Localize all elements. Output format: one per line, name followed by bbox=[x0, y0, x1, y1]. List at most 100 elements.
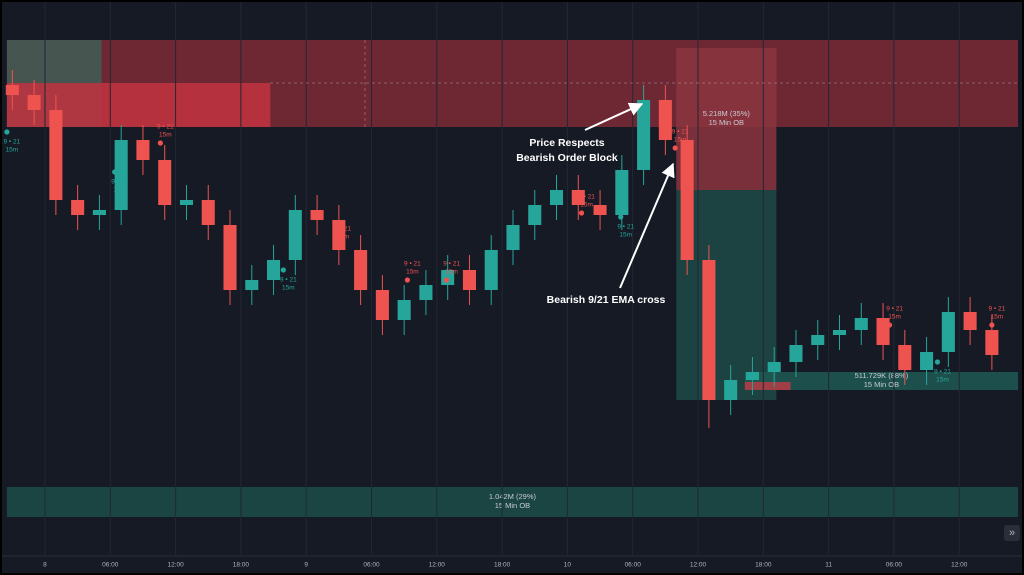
candle bbox=[223, 210, 237, 305]
candle bbox=[876, 303, 890, 360]
candle bbox=[898, 330, 912, 385]
candle bbox=[920, 337, 934, 385]
candle-body bbox=[745, 372, 759, 380]
signal-label: 9 • 21 bbox=[578, 194, 595, 201]
candle bbox=[593, 190, 607, 230]
candle-body bbox=[724, 380, 738, 400]
candle bbox=[680, 125, 694, 275]
x-tick-label: 18:00 bbox=[755, 562, 772, 569]
candle bbox=[963, 297, 977, 345]
signal-label: 9 • 21 bbox=[4, 139, 21, 146]
candle-body bbox=[158, 160, 172, 205]
candle-body bbox=[92, 210, 106, 215]
candle bbox=[114, 125, 128, 225]
candle bbox=[179, 185, 194, 220]
candle bbox=[267, 245, 281, 295]
candle-body bbox=[658, 100, 672, 140]
candle bbox=[354, 235, 368, 305]
candle bbox=[789, 330, 803, 377]
signal-dot bbox=[618, 214, 624, 220]
signal-timeframe: 15m bbox=[580, 202, 593, 209]
candle bbox=[484, 235, 498, 305]
signal-dot bbox=[444, 277, 450, 283]
candle-body bbox=[615, 170, 629, 215]
order-block-sublabel: 15 Min OB bbox=[495, 501, 530, 510]
signal-label: 9 • 21 bbox=[617, 224, 634, 231]
signal-dot bbox=[989, 322, 995, 328]
x-tick-label: 11 bbox=[825, 562, 832, 569]
scroll-button[interactable]: » bbox=[1004, 525, 1020, 541]
candle-body bbox=[484, 250, 498, 290]
grid bbox=[44, 2, 960, 555]
candle bbox=[375, 275, 389, 335]
candle-body bbox=[941, 312, 955, 352]
scroll-button-icon[interactable]: » bbox=[1009, 527, 1015, 539]
candle-body bbox=[179, 200, 194, 205]
candle-body bbox=[963, 312, 977, 330]
signal-label: 9 • 21 bbox=[672, 129, 689, 136]
signal-label: 9 • 21 bbox=[157, 124, 174, 131]
zones: 5.218M (35%)15 Min OB1.042M (29%)15 Min … bbox=[6, 40, 1018, 517]
candle-body bbox=[985, 330, 999, 355]
candle-body bbox=[528, 205, 542, 225]
annotation-text: Bearish 9/21 EMA cross bbox=[547, 294, 666, 306]
candle bbox=[92, 195, 106, 230]
signal-dot bbox=[4, 129, 10, 135]
candle bbox=[528, 190, 542, 240]
candle-body bbox=[637, 100, 651, 170]
signal-label: 9 • 21 bbox=[404, 261, 421, 268]
annotation-arrow bbox=[584, 102, 644, 131]
candle-body bbox=[462, 270, 476, 290]
x-tick-label: 18:00 bbox=[233, 562, 250, 569]
candle bbox=[136, 125, 150, 175]
x-tick-label: 8 bbox=[43, 562, 47, 569]
candle bbox=[332, 205, 346, 265]
candle-body bbox=[854, 318, 868, 330]
x-tick-label: 9 bbox=[304, 562, 308, 569]
signal-label: 9 • 21 bbox=[280, 277, 297, 284]
x-tick-label: 12:00 bbox=[167, 562, 184, 569]
signal-timeframe: 15m bbox=[282, 285, 295, 292]
x-tick-label: 12:00 bbox=[429, 562, 446, 569]
candle-body bbox=[419, 285, 433, 300]
annotation-text: Price Respects bbox=[529, 137, 604, 149]
candle bbox=[637, 85, 651, 185]
candle-body bbox=[49, 110, 63, 200]
candle-body bbox=[288, 210, 302, 260]
order-block bbox=[744, 372, 1018, 390]
candle-body bbox=[571, 190, 585, 205]
annotations: Price Respects Bearish Order Block Bearish… bbox=[516, 102, 675, 306]
candle-body bbox=[767, 362, 781, 372]
x-tick-label: 18:00 bbox=[494, 562, 511, 569]
candle-body bbox=[920, 352, 934, 370]
x-tick-label: 12:00 bbox=[690, 562, 707, 569]
candle-body bbox=[136, 140, 150, 160]
signal-label: 9 • 21 bbox=[934, 369, 951, 376]
candle bbox=[462, 255, 476, 305]
signal-timeframe: 15m bbox=[674, 137, 687, 144]
candle bbox=[27, 80, 41, 125]
candle bbox=[310, 195, 324, 235]
order-block-label: 5.218M (35%) bbox=[703, 109, 751, 118]
signal-timeframe: 15m bbox=[336, 234, 349, 241]
candle-body bbox=[397, 300, 411, 320]
signal-timeframe: 15m bbox=[6, 147, 19, 154]
signal-timeframe: 15m bbox=[445, 269, 458, 276]
candle bbox=[658, 85, 672, 155]
signal-dot bbox=[404, 277, 411, 283]
order-block-sublabel: 15 Min OB bbox=[709, 118, 744, 127]
candle-body bbox=[332, 220, 346, 250]
candle bbox=[506, 210, 520, 265]
candle bbox=[702, 245, 716, 428]
candle bbox=[419, 270, 433, 315]
candle-body bbox=[245, 280, 259, 290]
candle bbox=[549, 175, 564, 220]
signal-label: 9 • 21 bbox=[989, 306, 1006, 313]
signal-label: 9 • 21 bbox=[886, 306, 903, 313]
candle bbox=[245, 265, 259, 305]
scroll-button-bg[interactable] bbox=[1004, 525, 1020, 541]
candle bbox=[571, 175, 585, 220]
candle bbox=[201, 185, 215, 240]
candle-body bbox=[811, 335, 825, 345]
